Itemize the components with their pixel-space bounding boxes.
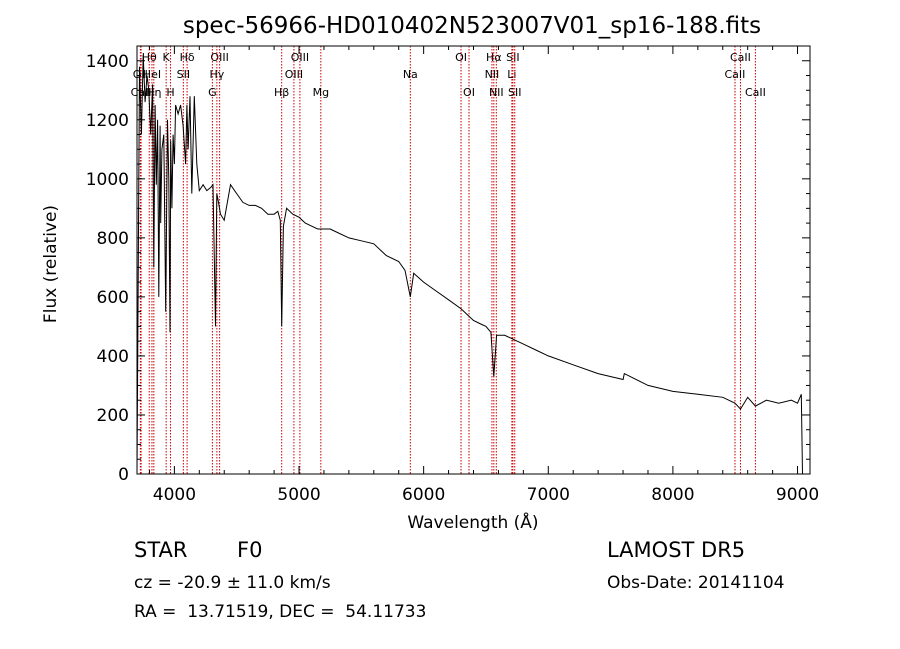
line-label: H — [166, 86, 174, 99]
line-label: Hα — [486, 51, 502, 64]
line-label: NII — [485, 68, 500, 81]
line-label: OIII — [285, 68, 303, 81]
y-tick-label: 800 — [97, 229, 129, 249]
line-label: CaII — [730, 51, 751, 64]
object-subclass: F0 — [237, 538, 263, 562]
line-label: HeI — [143, 68, 161, 81]
line-label: CaII — [725, 68, 746, 81]
line-label: Hθ — [142, 51, 157, 64]
line-label: Hη — [146, 86, 161, 99]
line-label: SII — [177, 68, 190, 81]
object-class: STAR — [134, 538, 188, 562]
line-label: G — [208, 86, 217, 99]
line-label: Hδ — [180, 51, 195, 64]
line-label: SII — [508, 86, 521, 99]
y-axis-label: Flux (relative) — [41, 205, 61, 323]
sky-coordinates: RA = 13.71519, DEC = 54.11733 — [134, 602, 427, 622]
line-label: Na — [403, 68, 418, 81]
y-tick-label: 0 — [118, 465, 129, 485]
line-label: Mg — [313, 86, 329, 99]
x-tick-label: 5000 — [277, 485, 320, 505]
observation-date: Obs-Date: 20141104 — [607, 573, 785, 593]
y-tick-label: 200 — [97, 406, 129, 426]
y-tick-label: 600 — [97, 288, 129, 308]
redshift-value: cz = -20.9 ± 11.0 km/s — [134, 573, 331, 593]
x-tick-label: 8000 — [651, 485, 694, 505]
line-label: OIII — [210, 51, 228, 64]
line-label: Hβ — [274, 86, 289, 99]
y-tick-label: 1000 — [86, 170, 129, 190]
x-tick-label: 6000 — [402, 485, 445, 505]
line-label: CaII — [745, 86, 766, 99]
line-label: Li — [507, 68, 516, 81]
line-label: OI — [455, 51, 467, 64]
x-tick-label: 4000 — [153, 485, 196, 505]
y-tick-label: 1200 — [86, 111, 129, 131]
line-label: OI — [463, 86, 475, 99]
y-tick-label: 400 — [97, 347, 129, 367]
y-tick-label: 1400 — [86, 52, 129, 72]
chart-title: spec-56966-HD010402N523007V01_sp16-188.f… — [183, 13, 761, 39]
line-label: K — [163, 51, 171, 64]
x-tick-label: 7000 — [527, 485, 570, 505]
line-label: NII — [489, 86, 504, 99]
x-axis: 4000 5000 6000 7000 8000 9000 — [148, 46, 819, 505]
line-label: Hγ — [209, 68, 224, 81]
x-tick-label: 9000 — [776, 485, 819, 505]
plot-frame — [136, 45, 811, 475]
survey-name: LAMOST DR5 — [607, 538, 746, 562]
y-axis: 0 200 400 600 800 1000 1200 1400 — [86, 52, 810, 485]
line-label: SII — [506, 51, 519, 64]
line-label: OIII — [291, 51, 309, 64]
x-axis-label: Wavelength (Å) — [407, 511, 538, 533]
spectrum-line — [136, 54, 803, 475]
